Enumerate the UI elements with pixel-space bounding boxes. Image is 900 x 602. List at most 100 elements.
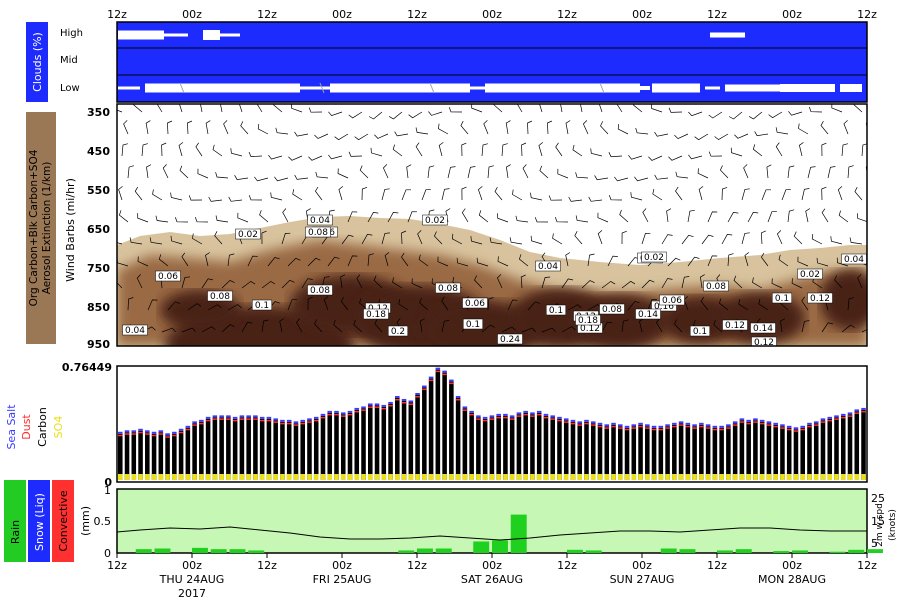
dust-bar	[368, 406, 373, 408]
contour-label-box	[575, 314, 601, 326]
sea-salt-bar	[685, 422, 691, 425]
contour-label: 0.02	[238, 230, 258, 240]
wind-speed-tick-label: 5	[871, 537, 878, 550]
carbon-bar	[482, 418, 488, 480]
dust-bar	[597, 425, 603, 428]
wind-barb	[505, 120, 511, 135]
carbon-bar	[800, 427, 805, 480]
so4-bar	[354, 474, 360, 480]
pressure-tick-label: 450	[87, 145, 110, 158]
wind-barb	[257, 123, 269, 135]
wind-barb	[418, 254, 429, 267]
sea-salt-bar	[266, 416, 272, 419]
wind-barb	[668, 107, 683, 113]
carbon-bar	[205, 418, 211, 480]
so4-bar	[293, 474, 299, 480]
sea-salt-bar	[739, 418, 745, 421]
so4-bar	[699, 474, 704, 480]
dust-bar	[834, 418, 839, 420]
so4-bar	[320, 474, 326, 480]
top-tick-label: 12z	[407, 8, 427, 21]
so4-bar	[638, 474, 643, 480]
contour-label-box	[659, 294, 685, 306]
dust-bar	[273, 421, 278, 423]
wind-barb	[200, 104, 203, 113]
wind-barb	[179, 165, 189, 179]
wind-barb	[501, 326, 516, 333]
dust-bar	[205, 419, 211, 422]
wind-barb	[507, 299, 518, 311]
sea-salt-bar	[712, 425, 718, 428]
dust-bar	[800, 428, 805, 431]
precip-bar	[585, 550, 602, 553]
wind-barb	[282, 208, 289, 223]
so4-bar	[273, 474, 278, 480]
wind-barb	[381, 188, 390, 201]
wind-barb	[594, 175, 609, 181]
wind-barb	[181, 327, 196, 333]
contour-label-box	[635, 308, 661, 320]
wind-barb	[497, 213, 509, 223]
day-label: SUN 27AUG	[610, 573, 675, 586]
wind-barb	[698, 186, 704, 201]
wind-barb	[406, 164, 412, 179]
contour-label: 0.02	[425, 216, 445, 226]
wind-barb	[167, 120, 173, 135]
dust-bar	[570, 422, 576, 425]
wind-barb	[221, 279, 235, 289]
so4-bar	[449, 474, 454, 480]
dust-bar	[124, 433, 130, 435]
carbon-bar	[145, 432, 150, 480]
so4-bar	[550, 474, 555, 480]
wind-barb	[288, 155, 303, 161]
wind-barb	[281, 232, 291, 245]
so4-bar	[462, 474, 468, 480]
wind-barb	[359, 165, 369, 179]
sea-salt-bar	[651, 425, 657, 428]
wind-barb	[580, 104, 583, 113]
dust-bar	[192, 424, 197, 426]
wind-barb	[215, 215, 229, 223]
carbon-bar	[185, 427, 191, 480]
wind-barb	[816, 257, 829, 267]
sea-salt-bar	[253, 415, 258, 418]
so4-bar	[847, 474, 853, 480]
clouds-panel: Clouds (%) High Mid Low	[26, 21, 868, 103]
so4-bar	[340, 474, 346, 480]
wind-barb	[123, 120, 129, 135]
carbon-bar	[692, 426, 697, 480]
wind-barb	[778, 254, 789, 267]
carbon-bar	[246, 417, 251, 480]
sea-salt-bar	[759, 419, 765, 422]
wind-barb	[539, 165, 549, 179]
so4-bar	[624, 474, 630, 480]
wind-barb	[287, 299, 297, 311]
sea-salt-bar	[145, 430, 150, 433]
pressure-tick-label: 850	[87, 301, 110, 314]
wind-barb	[137, 256, 149, 267]
dust-bar	[158, 433, 164, 435]
sea-salt-bar	[563, 418, 569, 421]
wind-barb	[674, 133, 689, 140]
wind-barb	[868, 300, 878, 310]
contour-label: 0.16	[654, 302, 674, 312]
wind-speed-axis-unit: (knots)	[888, 509, 898, 541]
contour-label: 0.08	[438, 284, 458, 294]
cloud-high-segment	[220, 33, 240, 37]
wind-barb	[481, 324, 495, 333]
wind-barb	[667, 257, 681, 267]
wind-barb	[608, 194, 623, 201]
carbon-bar	[550, 417, 555, 480]
wind-barb	[807, 166, 816, 179]
contour-label-box	[422, 214, 448, 226]
carbon-bar	[631, 426, 637, 480]
wind-barb	[494, 187, 503, 201]
dust-bar	[807, 425, 812, 428]
precip-tick-label: 1	[104, 484, 111, 497]
wind-speed-line	[116, 526, 867, 541]
dust-bar	[449, 382, 454, 385]
wind-barb	[747, 211, 759, 223]
so4-bar	[192, 474, 197, 480]
year-label: 2017	[178, 587, 206, 600]
sea-salt-bar	[178, 428, 184, 431]
